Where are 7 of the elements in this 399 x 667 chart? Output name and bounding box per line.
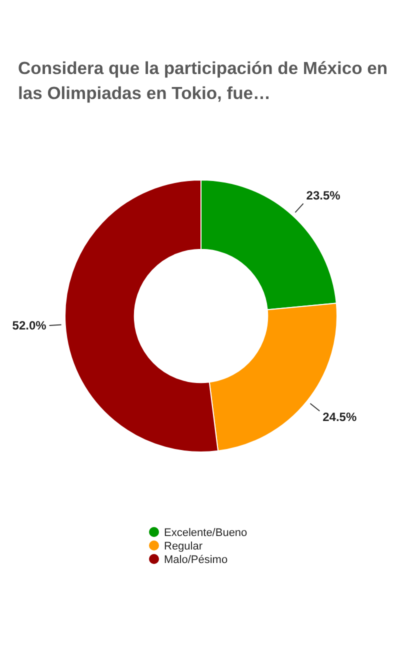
- data-label: 24.5%: [322, 410, 357, 424]
- chart-title: Considera que la participación de México en las Olimpiadas en Tokio, fue…: [18, 58, 388, 103]
- legend-label: Regular: [164, 540, 203, 552]
- legend-label: Malo/Pésimo: [164, 554, 228, 566]
- legend-label: Excelente/Bueno: [164, 527, 248, 539]
- data-label: 23.5%: [306, 188, 341, 203]
- data-label: 52.0%: [12, 318, 47, 333]
